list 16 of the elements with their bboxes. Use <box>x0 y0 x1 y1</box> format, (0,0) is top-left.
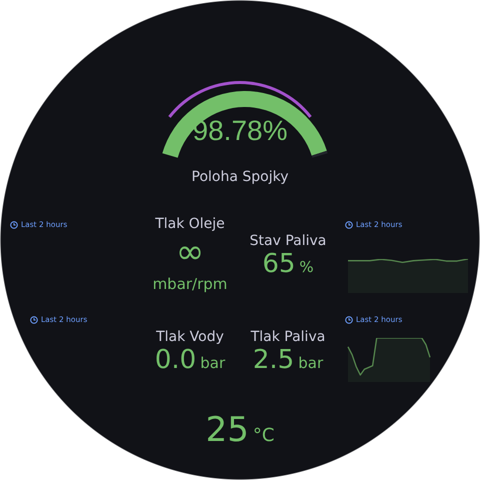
text: Tlak Paliva <box>250 329 326 345</box>
text: °C <box>252 425 274 446</box>
text: Poloha Spojky <box>190 169 290 185</box>
text: 2.5 <box>252 345 294 375</box>
text: bar <box>298 354 324 372</box>
text: 25 <box>206 410 249 450</box>
text: mbar/rpm <box>152 274 228 295</box>
text: % <box>299 258 314 276</box>
text: ∞ <box>176 232 204 272</box>
text: 65 <box>262 249 296 279</box>
text: Tlak Vody <box>156 329 224 345</box>
text: bar <box>200 354 226 372</box>
text: 98.78% <box>192 115 288 147</box>
text: Tlak Oleje <box>155 216 225 232</box>
text: 0.0 <box>154 345 196 375</box>
text: Stav Paliva <box>250 233 326 249</box>
